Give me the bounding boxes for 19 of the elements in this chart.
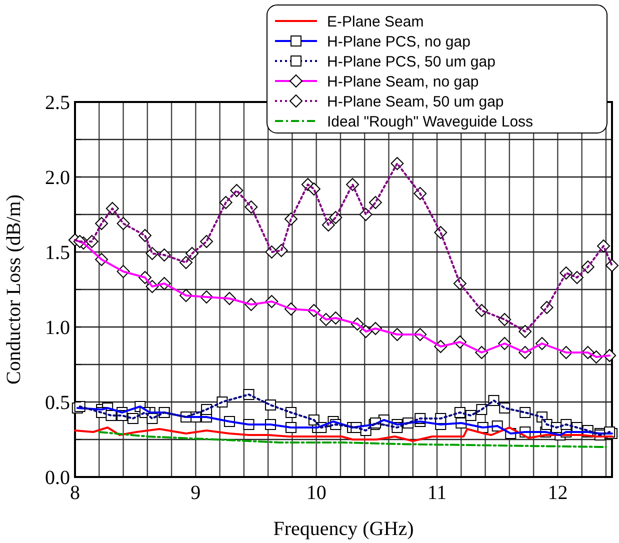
x-tick-label: 11 [427, 482, 447, 504]
y-tick-label: 0.0 [45, 467, 70, 489]
legend-label: E-Plane Seam [327, 13, 424, 30]
legend-label: H-Plane Seam, no gap [327, 73, 479, 90]
y-tick-label: 2.5 [45, 92, 70, 114]
y-tick-label: 1.5 [45, 242, 70, 264]
y-axis-title: Conductor Loss (dB/m) [3, 194, 25, 384]
x-tick-label: 8 [70, 482, 80, 504]
x-tick-label: 10 [306, 482, 326, 504]
legend-label: H-Plane PCS, no gap [327, 33, 470, 50]
x-axis-title: Frequency (GHz) [273, 518, 414, 540]
y-tick-label: 0.5 [45, 392, 70, 414]
x-tick-label: 12 [548, 482, 568, 504]
legend-label: H-Plane Seam, 50 um gap [327, 93, 504, 110]
legend-label: Ideal "Rough" Waveguide Loss [327, 113, 534, 130]
y-tick-label: 2.0 [45, 167, 70, 189]
legend-label: H-Plane PCS, 50 um gap [327, 53, 496, 70]
y-tick-label: 1.0 [45, 317, 70, 339]
x-tick-label: 9 [190, 482, 201, 504]
